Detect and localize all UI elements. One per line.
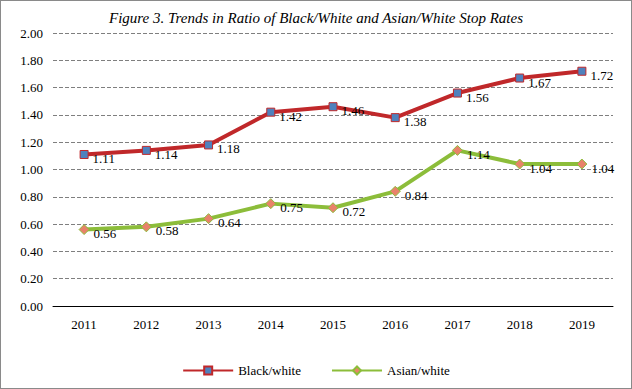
svg-text:0.64: 0.64 [218,215,241,230]
svg-text:0.00: 0.00 [20,299,43,314]
svg-text:2012: 2012 [133,317,159,332]
svg-text:0.40: 0.40 [20,244,43,259]
svg-text:2011: 2011 [71,317,97,332]
svg-text:2014: 2014 [258,317,285,332]
svg-text:1.40: 1.40 [20,107,43,122]
svg-text:2.00: 2.00 [20,26,43,41]
svg-text:1.04: 1.04 [591,161,614,176]
svg-text:0.84: 0.84 [405,188,428,203]
svg-text:1.11: 1.11 [93,151,115,166]
svg-text:2013: 2013 [196,317,222,332]
svg-text:1.60: 1.60 [20,80,43,95]
svg-text:1.14: 1.14 [467,147,490,162]
svg-text:1.20: 1.20 [20,135,43,150]
svg-text:1.67: 1.67 [528,75,551,90]
svg-text:1.00: 1.00 [20,162,43,177]
svg-text:1.80: 1.80 [20,53,43,68]
svg-text:Black/white: Black/white [238,363,301,378]
svg-text:0.60: 0.60 [20,217,43,232]
svg-text:1.72: 1.72 [590,68,613,83]
svg-text:1.46: 1.46 [342,103,365,118]
svg-text:0.72: 0.72 [343,204,366,219]
svg-text:0.56: 0.56 [94,226,117,241]
svg-text:1.18: 1.18 [217,141,240,156]
svg-text:1.56: 1.56 [466,90,489,105]
svg-text:1.04: 1.04 [529,161,552,176]
svg-text:Asian/white: Asian/white [387,363,450,378]
svg-text:0.80: 0.80 [20,189,43,204]
svg-text:1.42: 1.42 [279,109,302,124]
svg-text:2018: 2018 [507,317,533,332]
svg-text:1.14: 1.14 [155,147,178,162]
svg-text:0.20: 0.20 [20,271,43,286]
svg-text:0.58: 0.58 [156,223,179,238]
svg-text:0.75: 0.75 [280,200,303,215]
svg-text:Figure 3. Trends in Ratio of B: Figure 3. Trends in Ratio of Black/White… [108,10,523,26]
svg-text:1.38: 1.38 [404,114,427,129]
svg-text:2019: 2019 [569,317,595,332]
svg-text:2016: 2016 [382,317,409,332]
svg-text:2017: 2017 [444,317,471,332]
svg-text:2015: 2015 [320,317,346,332]
